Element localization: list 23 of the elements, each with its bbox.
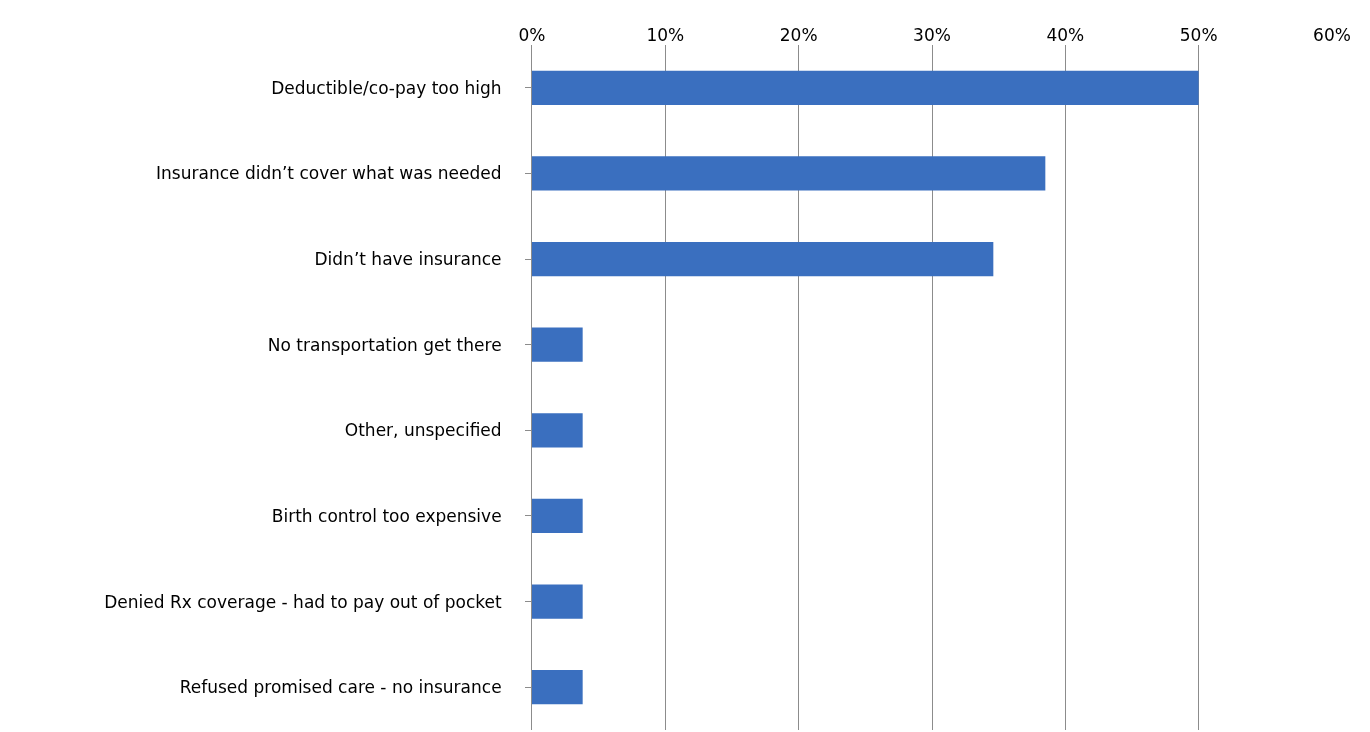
bar bbox=[532, 70, 1199, 105]
y-tick-label: Birth control too expensive bbox=[271, 505, 502, 526]
bar bbox=[532, 498, 583, 534]
y-tick-label: Deductible/co-pay too high bbox=[271, 77, 502, 98]
x-tick-label: 60% bbox=[1313, 24, 1351, 45]
x-tick-label: 40% bbox=[1046, 24, 1085, 45]
bar bbox=[532, 241, 994, 277]
x-tick-label: 20% bbox=[779, 24, 818, 45]
bar bbox=[532, 413, 583, 448]
bar bbox=[532, 327, 583, 362]
bar bbox=[532, 156, 1046, 191]
bar bbox=[532, 584, 583, 619]
y-tick-label: Didn’t have insurance bbox=[314, 249, 502, 270]
bar bbox=[532, 670, 583, 705]
y-tick-label: No transportation get there bbox=[267, 334, 502, 355]
y-tick-label: Refused promised care - no insurance bbox=[179, 677, 502, 698]
x-tick-label: 30% bbox=[913, 24, 951, 45]
y-tick-label: Denied Rx coverage - had to pay out of pocket bbox=[104, 591, 502, 612]
x-tick-label: 50% bbox=[1179, 24, 1218, 45]
x-tick-label: 0% bbox=[518, 24, 546, 45]
y-tick-label: Insurance didn’t cover what was needed bbox=[156, 163, 502, 184]
x-tick-label: 10% bbox=[646, 24, 685, 45]
y-tick-label: Other, unspecified bbox=[344, 420, 502, 441]
